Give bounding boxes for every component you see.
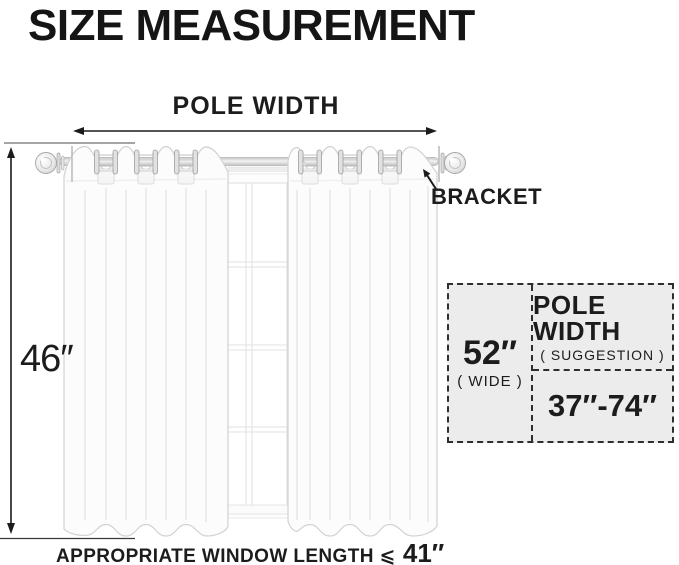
pole-width-title: POLE WIDTH — [533, 289, 621, 346]
curtain-folds-right — [296, 186, 429, 522]
height-arrow — [0, 142, 135, 540]
size-suggestion-table: 52″ ( WIDE ) POLE WIDTH ( SUGGESTION ) 3… — [447, 283, 674, 443]
panel-width-note: ( WIDE ) — [457, 373, 523, 391]
bracket-right — [438, 146, 466, 182]
window-length-label: APPROPRIATE WINDOW LENGTH ⩽ 41″ — [56, 538, 444, 565]
curtain-folds-left — [84, 188, 207, 522]
curtain-panel-right — [287, 145, 438, 537]
panel-width-value: 52″ — [462, 333, 518, 372]
pole-width-arrow — [73, 127, 437, 135]
window-length-text: APPROPRIATE WINDOW LENGTH ⩽ — [56, 546, 396, 565]
curtain-length-label: 46″ — [20, 338, 74, 380]
window-length-value: 41″ — [402, 538, 445, 565]
bracket-label: BRACKET — [431, 184, 543, 209]
pole-width-label: POLE WIDTH — [172, 92, 340, 120]
page-title: SIZE MEASUREMENT — [28, 1, 475, 50]
bracket-left — [35, 146, 73, 182]
pole-width-note: ( SUGGESTION ) — [540, 346, 665, 363]
curtain-panel-left — [63, 145, 229, 537]
pole-width-range-cell: 37″-74″ — [533, 371, 672, 441]
pole-width-range: 37″-74″ — [548, 388, 657, 423]
pole-width-suggestion-cell: POLE WIDTH ( SUGGESTION ) — [533, 285, 672, 371]
panel-width-cell: 52″ ( WIDE ) — [449, 285, 533, 441]
bracket-pointer-line — [423, 169, 437, 190]
